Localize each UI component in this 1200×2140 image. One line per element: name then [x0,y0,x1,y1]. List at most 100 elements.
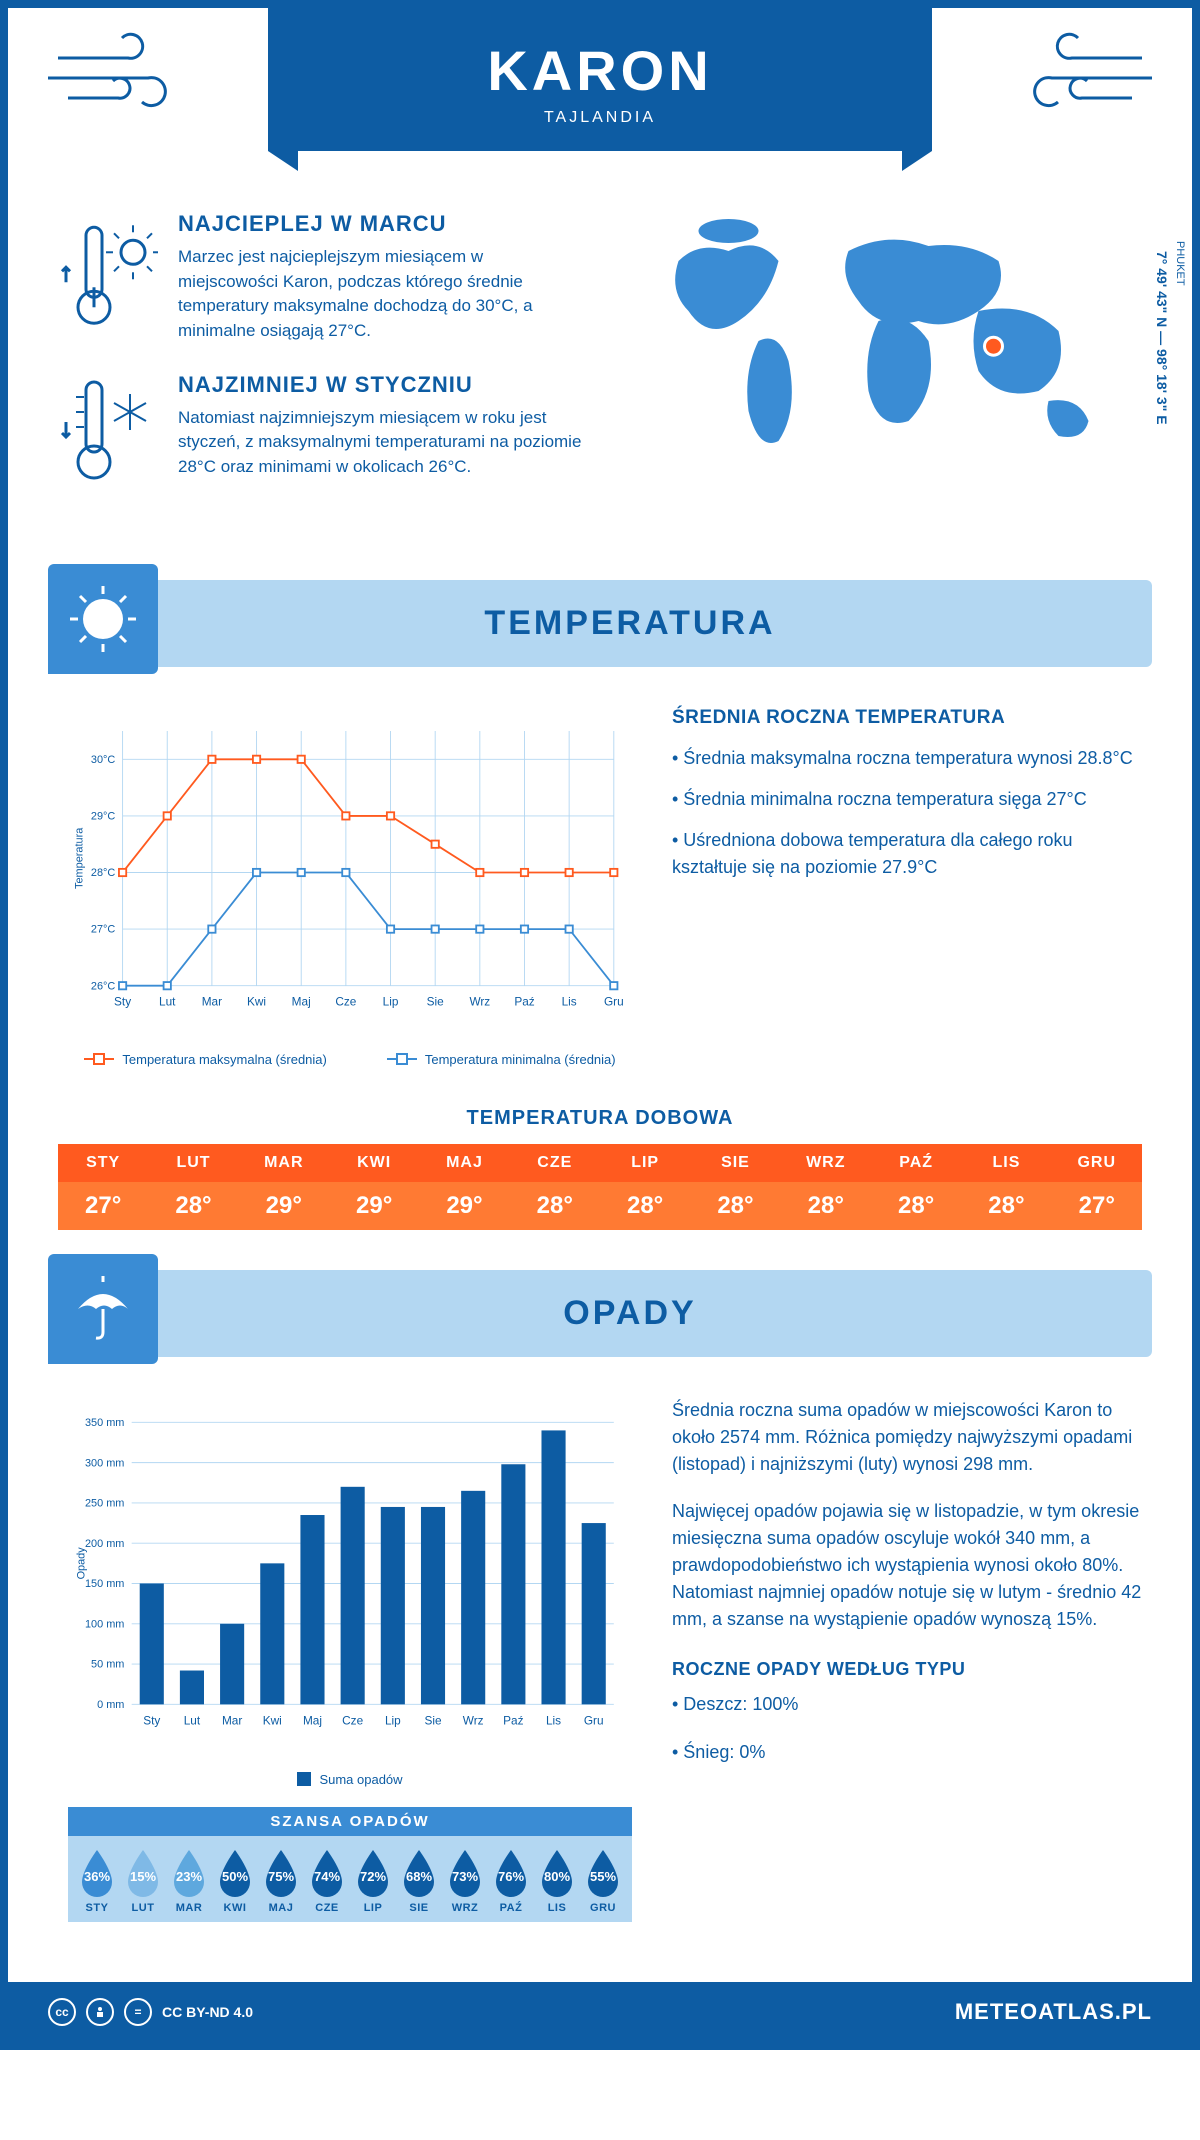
precip-type-item: • Deszcz: 100% [672,1690,1142,1719]
raindrop-icon: 50% [214,1848,256,1898]
page: KARON TAJLANDIA NAJCIEPLEJ W MARCU Marze… [0,0,1200,2050]
svg-text:Maj: Maj [292,994,311,1008]
raindrop-icon: 15% [122,1848,164,1898]
svg-text:Paź: Paź [514,994,534,1008]
chance-value: 23% [176,1869,202,1884]
precip-para-1: Średnia roczna suma opadów w miejscowośc… [672,1397,1142,1478]
raindrop-icon: 68% [398,1848,440,1898]
temp-bullet: • Średnia minimalna roczna temperatura s… [672,786,1142,813]
chance-cell: 55% GRU [580,1848,626,1914]
daily-month: MAJ [419,1144,509,1182]
legend-rainfall-label: Suma opadów [319,1772,402,1787]
chance-value: 80% [544,1869,570,1884]
daily-temp-table: STYLUTMARKWIMAJCZELIPSIEWRZPAŹLISGRU 27°… [58,1144,1142,1230]
daily-month: WRZ [781,1144,871,1182]
chance-cell: 80% LIS [534,1848,580,1914]
daily-month: LUT [148,1144,238,1182]
raindrop-icon: 75% [260,1848,302,1898]
chance-cell: 36% STY [74,1848,120,1914]
svg-text:Temperatura: Temperatura [74,826,86,888]
intro-section: NAJCIEPLEJ W MARCU Marzec jest najcieple… [8,191,1192,550]
header-row: KARON TAJLANDIA [8,8,1192,151]
daily-value: 27° [58,1182,148,1230]
site-name: METEOATLAS.PL [955,1999,1152,2025]
svg-text:150 mm: 150 mm [85,1578,124,1590]
daily-temp-heading: TEMPERATURA DOBOWA [8,1107,1192,1130]
rain-chance-title: SZANSA OPADÓW [68,1807,632,1836]
svg-text:26°C: 26°C [91,980,115,992]
chance-value: 15% [130,1869,156,1884]
warmest-block: NAJCIEPLEJ W MARCU Marzec jest najcieple… [58,211,585,344]
chance-cell: 74% CZE [304,1848,350,1914]
svg-text:Lip: Lip [385,1713,401,1727]
daily-value: 28° [690,1182,780,1230]
svg-text:Gru: Gru [604,994,624,1008]
chance-cell: 75% MAJ [258,1848,304,1914]
daily-month: CZE [510,1144,600,1182]
chance-value: 76% [498,1869,524,1884]
location-title: KARON [268,38,932,103]
svg-text:Kwi: Kwi [247,994,266,1008]
legend-marker-min [387,1058,417,1060]
nd-icon: = [124,1998,152,2026]
chance-month: MAJ [258,1902,304,1914]
legend-marker-rainfall [297,1772,311,1786]
raindrop-icon: 23% [168,1848,210,1898]
svg-text:50 mm: 50 mm [91,1658,124,1670]
svg-text:Lut: Lut [159,994,176,1008]
rain-chance-box: SZANSA OPADÓW 36% STY 15% LUT 23% MAR 50… [68,1807,632,1922]
chance-month: LUT [120,1902,166,1914]
chance-month: WRZ [442,1902,488,1914]
daily-value: 29° [419,1182,509,1230]
svg-text:27°C: 27°C [91,923,115,935]
chance-month: SIE [396,1902,442,1914]
daily-month: LIS [961,1144,1051,1182]
rain-chance-grid: 36% STY 15% LUT 23% MAR 50% KWI 75% MAJ … [68,1836,632,1922]
svg-text:300 mm: 300 mm [85,1457,124,1469]
wind-icon [48,28,188,118]
intro-text-column: NAJCIEPLEJ W MARCU Marzec jest najcieple… [58,211,585,520]
chance-value: 55% [590,1869,616,1884]
chance-cell: 23% MAR [166,1848,212,1914]
chance-month: CZE [304,1902,350,1914]
coldest-block: NAJZIMNIEJ W STYCZNIU Natomiast najzimni… [58,372,585,492]
daily-value: 28° [781,1182,871,1230]
daily-month: GRU [1052,1144,1142,1182]
svg-text:Kwi: Kwi [263,1713,282,1727]
svg-text:Lut: Lut [184,1713,201,1727]
chance-month: LIP [350,1902,396,1914]
chance-cell: 73% WRZ [442,1848,488,1914]
daily-month: LIP [600,1144,690,1182]
wind-icon [1012,28,1152,118]
chance-month: KWI [212,1902,258,1914]
chance-value: 50% [222,1869,248,1884]
sun-icon [48,564,158,674]
location-country: TAJLANDIA [268,109,932,127]
precipitation-bar-chart: 0 mm50 mm100 mm150 mm200 mm250 mm300 mm3… [68,1397,632,1757]
raindrop-icon: 36% [76,1848,118,1898]
precip-para-2: Najwięcej opadów pojawia się w listopadz… [672,1498,1142,1633]
svg-text:100 mm: 100 mm [85,1618,124,1630]
svg-text:Cze: Cze [342,1713,363,1727]
chance-value: 73% [452,1869,478,1884]
legend-min-label: Temperatura minimalna (średnia) [425,1052,616,1067]
legend-max-label: Temperatura maksymalna (średnia) [122,1052,326,1067]
svg-text:Lis: Lis [562,994,577,1008]
precipitation-content: 0 mm50 mm100 mm150 mm200 mm250 mm300 mm3… [8,1387,1192,1942]
umbrella-icon [48,1254,158,1364]
raindrop-icon: 80% [536,1848,578,1898]
svg-text:Opady: Opady [75,1546,87,1579]
chance-month: STY [74,1902,120,1914]
chance-month: GRU [580,1902,626,1914]
daily-value: 28° [961,1182,1051,1230]
region-label: PHUKET [1174,241,1186,286]
chance-cell: 68% SIE [396,1848,442,1914]
world-map [615,211,1142,471]
precipitation-heading: OPADY [563,1294,696,1332]
svg-text:0 mm: 0 mm [97,1699,124,1711]
svg-text:200 mm: 200 mm [85,1537,124,1549]
svg-text:Sty: Sty [143,1713,160,1727]
precipitation-chart-box: 0 mm50 mm100 mm150 mm200 mm250 mm300 mm3… [68,1397,632,1932]
chance-value: 68% [406,1869,432,1884]
svg-text:30°C: 30°C [91,754,115,766]
